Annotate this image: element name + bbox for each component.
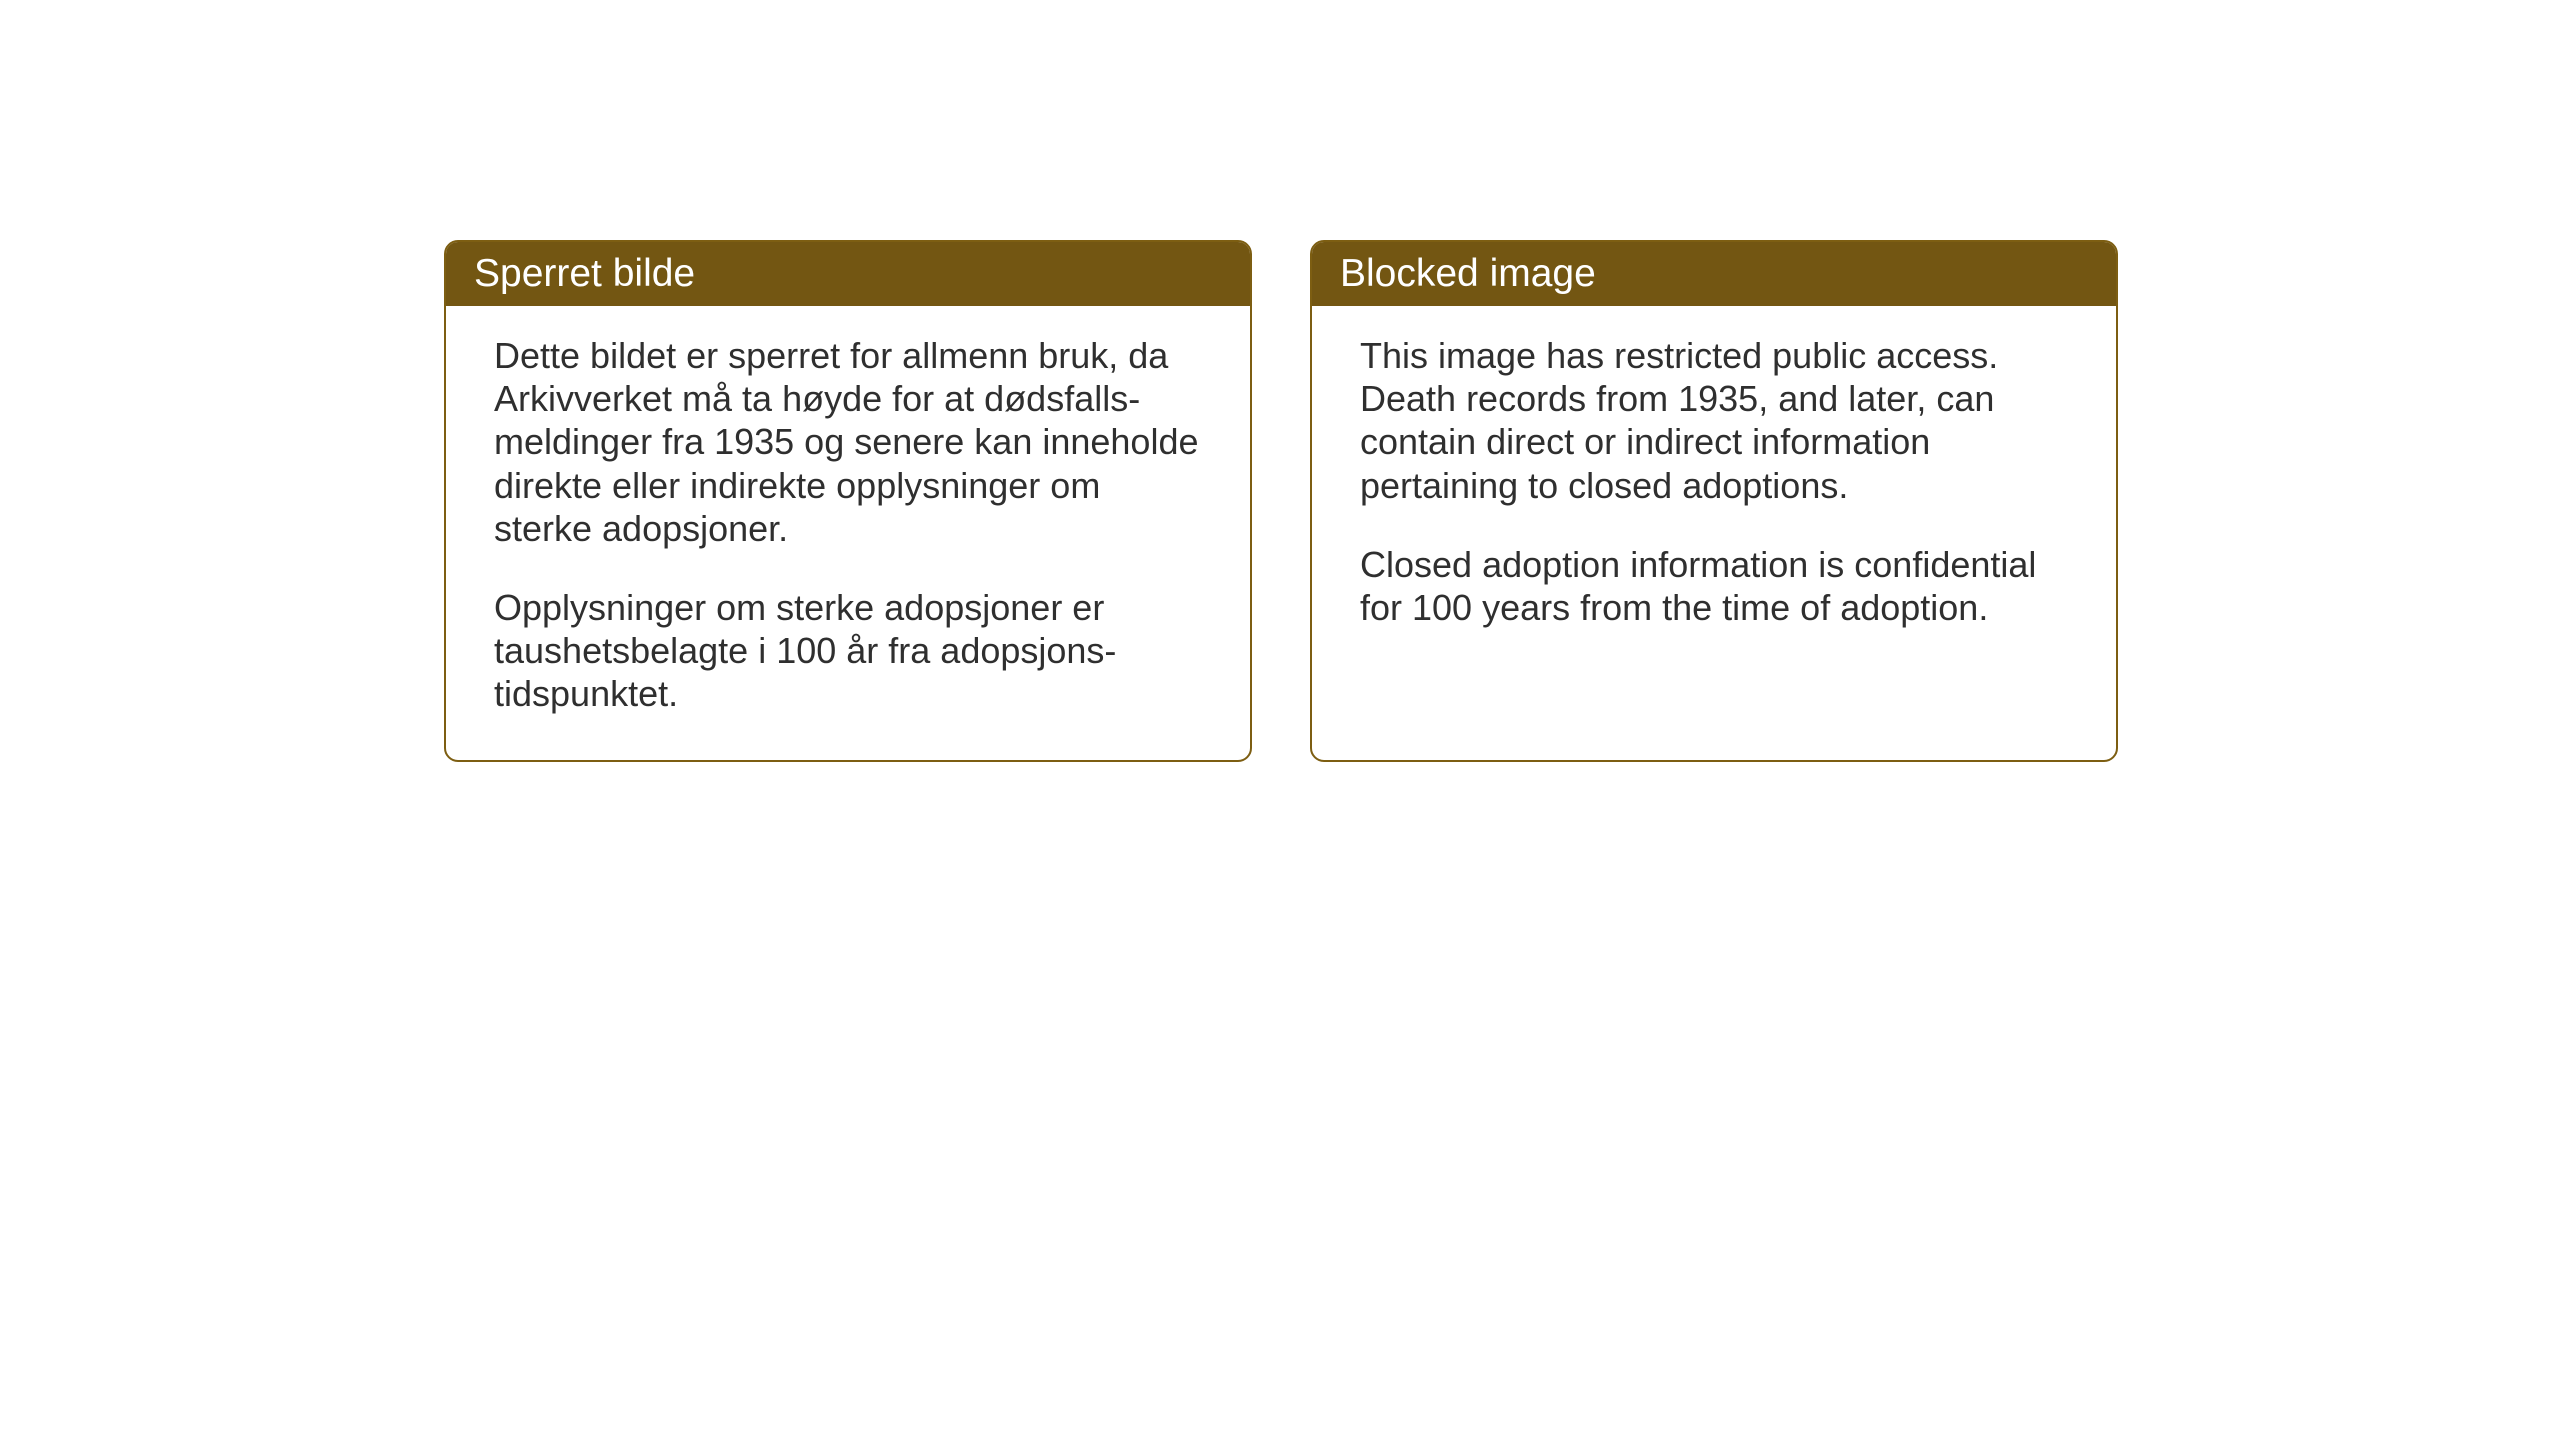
- card-title-english: Blocked image: [1340, 252, 1596, 295]
- notice-container: Sperret bilde Dette bildet er sperret fo…: [444, 240, 2118, 762]
- card-body-norwegian: Dette bildet er sperret for allmenn bruk…: [446, 306, 1250, 760]
- notice-card-norwegian: Sperret bilde Dette bildet er sperret fo…: [444, 240, 1252, 762]
- card-header-norwegian: Sperret bilde: [446, 242, 1250, 306]
- card-paragraph-english-2: Closed adoption information is confident…: [1360, 543, 2068, 629]
- card-header-english: Blocked image: [1312, 242, 2116, 306]
- card-title-norwegian: Sperret bilde: [474, 252, 695, 295]
- card-paragraph-norwegian-1: Dette bildet er sperret for allmenn bruk…: [494, 334, 1202, 550]
- card-paragraph-norwegian-2: Opplysninger om sterke adopsjoner er tau…: [494, 586, 1202, 716]
- card-paragraph-english-1: This image has restricted public access.…: [1360, 334, 2068, 507]
- notice-card-english: Blocked image This image has restricted …: [1310, 240, 2118, 762]
- card-body-english: This image has restricted public access.…: [1312, 306, 2116, 673]
